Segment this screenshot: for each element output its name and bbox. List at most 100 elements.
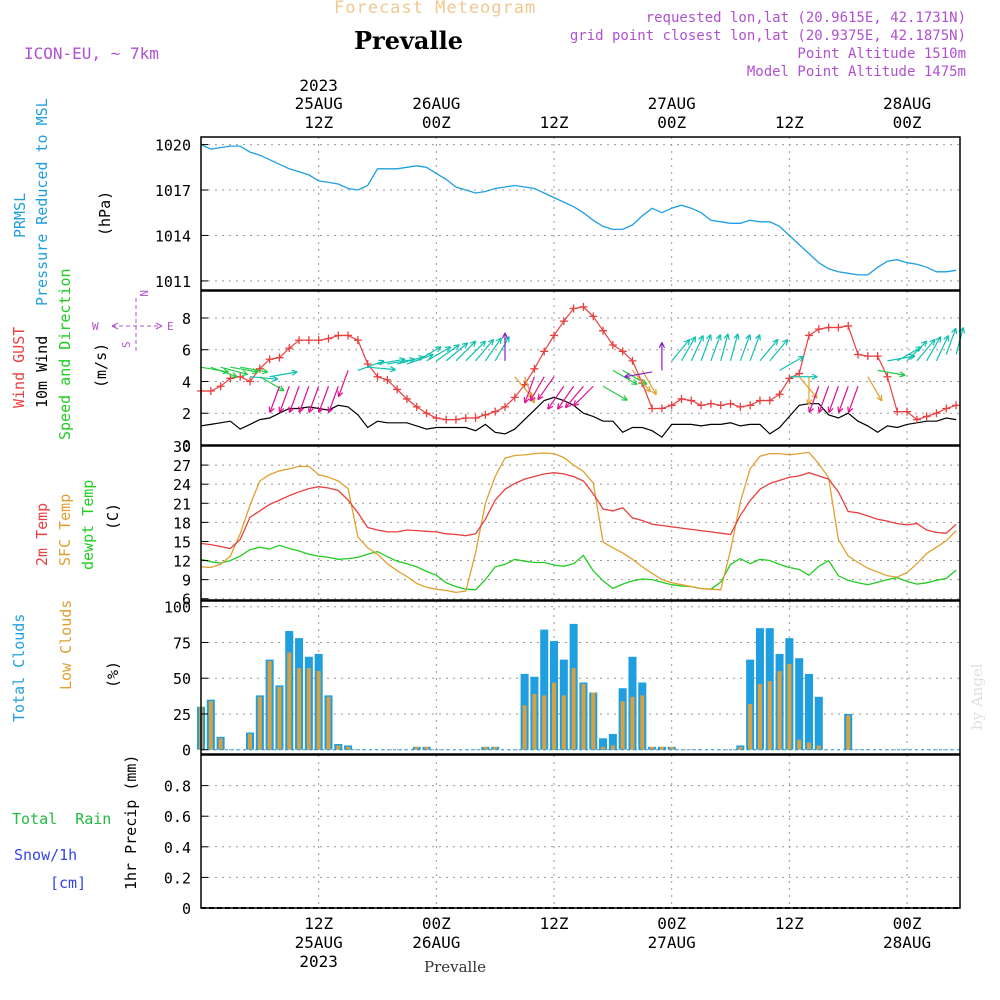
gust-marker (912, 415, 921, 424)
wind-arrow-shaft (426, 346, 452, 362)
low-cloud-bar (287, 652, 292, 750)
gust-marker (844, 321, 853, 330)
gust-marker (285, 344, 294, 353)
low-cloud-bar (806, 742, 811, 750)
temp-ytick-label: 6 (182, 591, 191, 609)
gust-marker (922, 412, 931, 421)
low-cloud-bar (767, 681, 772, 750)
gust-marker (599, 326, 608, 335)
gust-marker (677, 394, 686, 403)
low-cloud-bar (650, 746, 655, 750)
wind-arrow (680, 336, 697, 362)
wind-arrow-shaft (494, 336, 510, 362)
total-cloud-bar (814, 696, 823, 750)
wind-arrow (455, 340, 477, 362)
gust-marker (540, 347, 549, 356)
wind-arrow-shaft (749, 334, 761, 362)
wind-arrow-shaft (808, 386, 820, 413)
wind-arrow (700, 334, 712, 362)
low-cloud-bar (561, 695, 566, 750)
wind-arrow-head (705, 334, 712, 341)
point-altitude: Point Altitude 1510m (797, 46, 966, 62)
compass-s: S (120, 341, 133, 348)
wind-arrow-shaft (318, 386, 330, 413)
gust-marker (657, 404, 666, 413)
wind-arrow-shaft (906, 340, 928, 362)
wind-arrow-head (337, 390, 344, 398)
wind-arrow-shaft (739, 334, 751, 362)
gust-marker (716, 401, 725, 410)
wind-arrow-head (529, 394, 536, 402)
wind-arrow (837, 386, 849, 413)
low-cloud-bar (522, 705, 527, 750)
wind-arrow (484, 337, 503, 362)
pressure-label-1: PRMSL (11, 193, 29, 238)
wind-arrow-shaft (269, 371, 298, 378)
wind-arrow-head (943, 335, 949, 342)
wind-arrow (529, 376, 545, 402)
data-layer (196, 144, 966, 909)
gust-marker (854, 350, 863, 359)
gust-marker (314, 336, 323, 345)
wind-arrow-head (268, 406, 275, 413)
gust-marker (824, 323, 833, 332)
gust-marker (491, 407, 500, 416)
low-cloud-bar (748, 703, 753, 750)
wind-arrow-head (556, 403, 564, 410)
wind-arrow-head (920, 340, 928, 347)
gust-marker (471, 414, 480, 423)
t2m-label: 2m Temp (33, 503, 51, 566)
wind-arrow-shaft (641, 370, 657, 395)
pressure-ytick-label: 1017 (155, 182, 191, 200)
wind-arrow-shaft (484, 337, 502, 362)
low-cloud-bar (297, 668, 302, 750)
gust-marker (422, 409, 431, 418)
wind-arrow-shaft (547, 385, 565, 410)
wind-arrow-head (772, 338, 779, 346)
gust-marker (765, 396, 774, 405)
wind-arrow-shaft (529, 376, 545, 402)
low-cloud-bar (571, 668, 576, 750)
wind-arrow-head (847, 406, 854, 413)
wind-arrow (789, 373, 818, 380)
wind-arrow-shaft (537, 376, 555, 401)
wind-arrow-shaft (632, 369, 651, 393)
top-time-label: 00Z (657, 113, 686, 132)
gust-marker (500, 402, 509, 411)
wind-arrow-head (811, 373, 818, 380)
wind-arrow-head (899, 371, 906, 378)
sfc-label: SFC Temp (56, 494, 74, 566)
wind-arrow (572, 385, 594, 407)
wind-arrow (445, 342, 469, 362)
total-cloud-bar (795, 658, 804, 750)
gust-marker (883, 372, 892, 381)
wind-arrow (317, 386, 330, 413)
wind-arrow-shaft (455, 340, 477, 362)
clouds-ytick-label: 0 (182, 742, 191, 760)
dewpoint-line (200, 544, 957, 591)
gust-marker (785, 374, 794, 383)
wind-arrow-head (278, 406, 285, 413)
bottom-time-label: 00Z (422, 914, 451, 933)
wind-arrow-shaft (240, 366, 268, 373)
wind-arrow-head (755, 334, 761, 341)
grid-layer (201, 137, 960, 909)
model-label: ICON-EU, ~ 7km (24, 44, 159, 63)
wind-arrow-head (469, 340, 477, 347)
low-cloud-bar (846, 715, 851, 750)
wind-arrow-head (389, 366, 396, 373)
wind-arrow-shaft (916, 339, 936, 362)
wind-arrow-head (307, 406, 314, 413)
wind-arrow (288, 386, 300, 413)
wind-arrow (805, 376, 813, 405)
low-cloud-bar (326, 696, 331, 750)
wind-arrow-shaft (337, 370, 349, 397)
low-clouds-label: Low Clouds (57, 600, 75, 690)
wind-arrow-head (241, 370, 249, 377)
low-cloud-bar (757, 683, 762, 750)
wind-arrow-shaft (896, 346, 922, 362)
gust-marker (461, 414, 470, 423)
wind-arrow (475, 338, 495, 362)
wind-arrow-shaft (847, 386, 859, 413)
